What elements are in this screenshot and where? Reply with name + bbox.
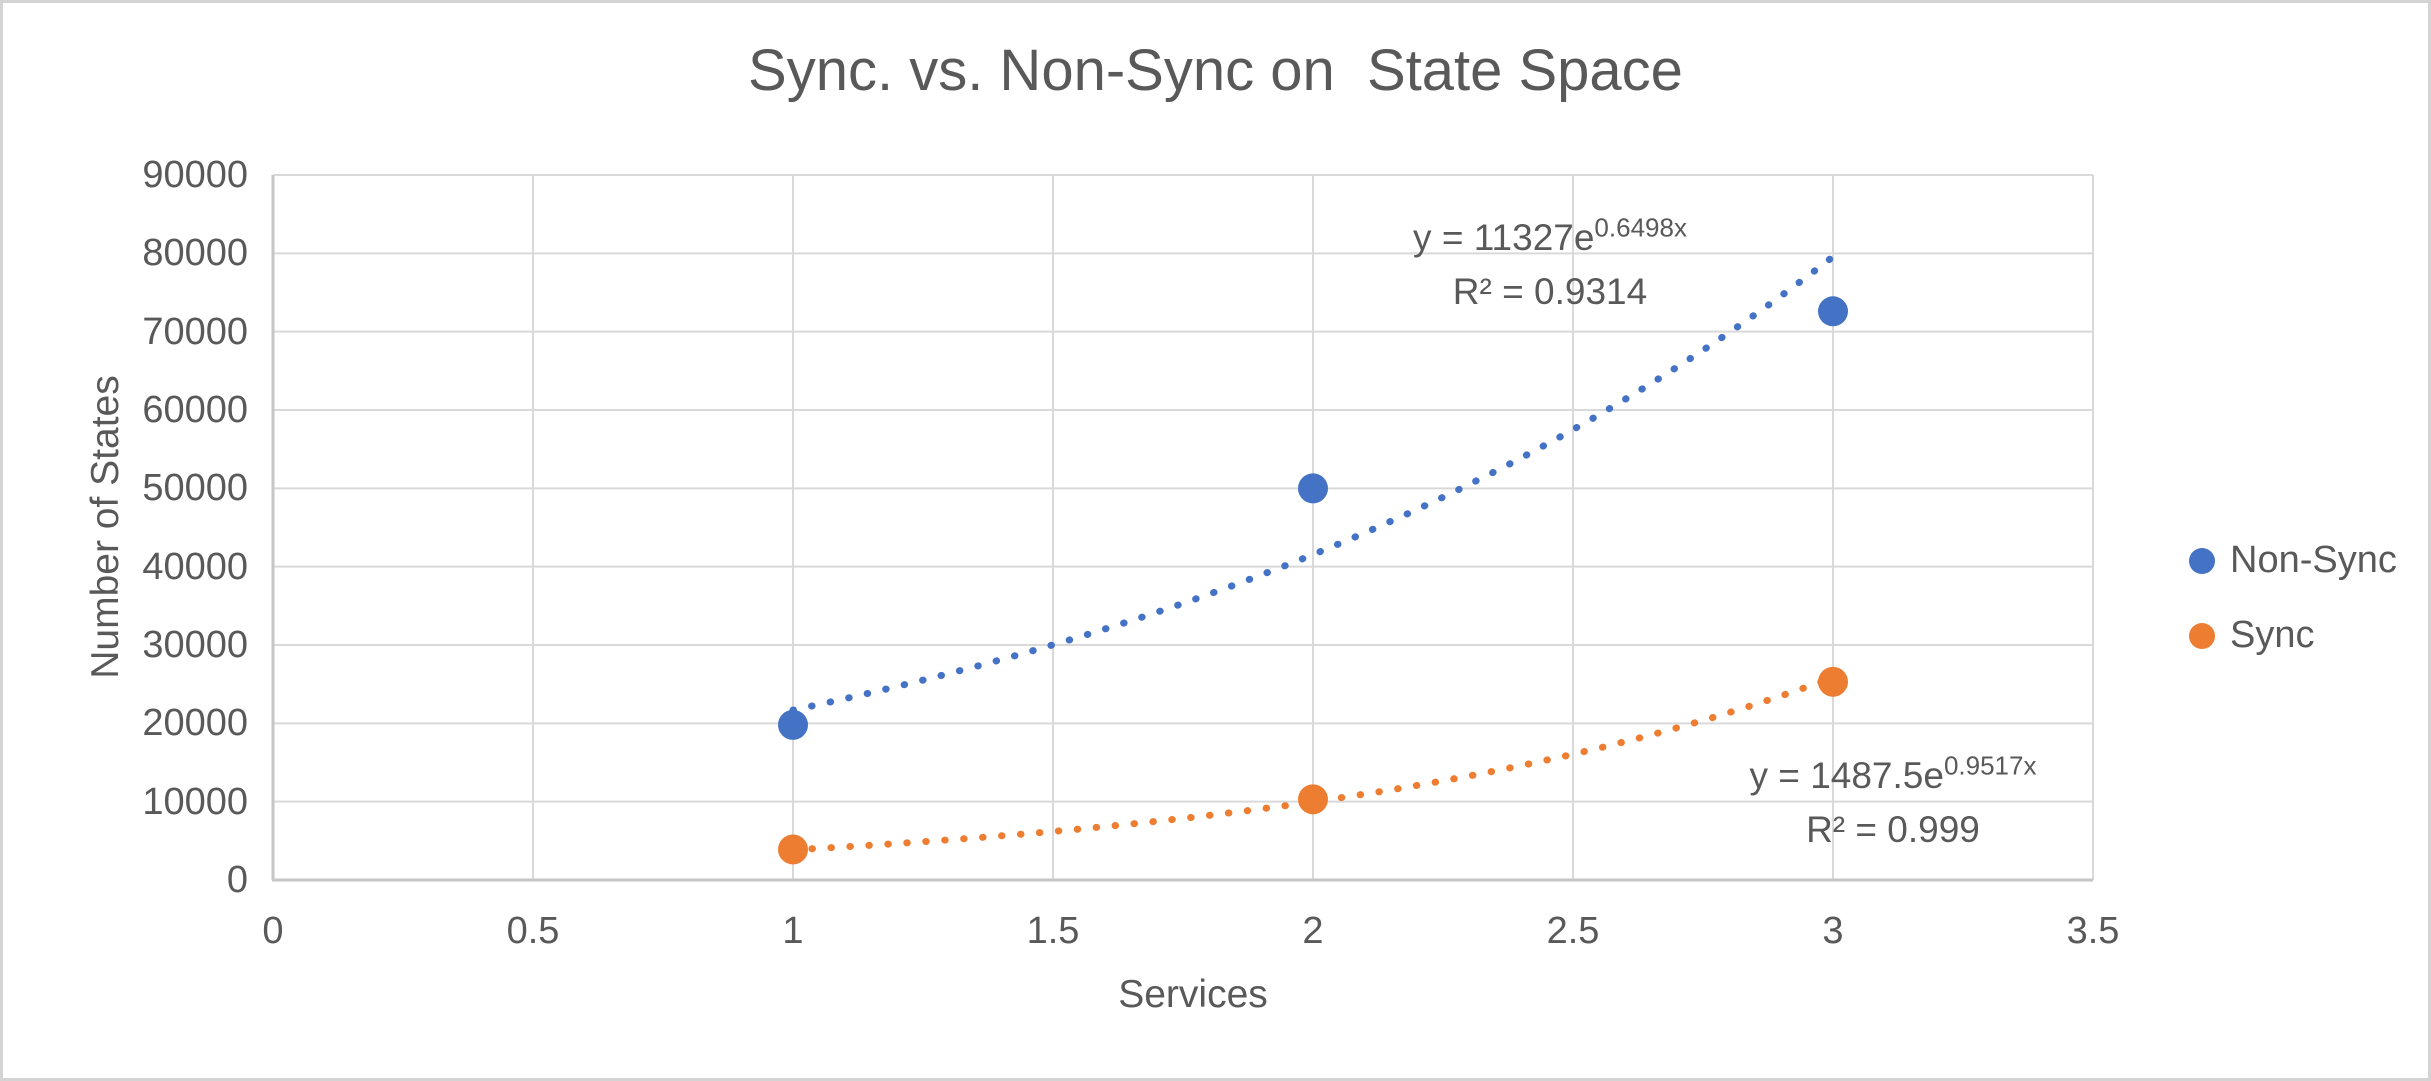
x-tick-label-3.5: 3.5: [2066, 910, 2120, 952]
x-tick-label-1.5: 1.5: [1026, 910, 1080, 952]
equation-line-sync: y = 1487.5e0.9517x: [1749, 750, 2037, 796]
trendline-equation-sync[interactable]: y = 1487.5e0.9517x R² = 0.999: [1750, 749, 2037, 857]
trendline-equation-non-sync[interactable]: y = 11327e0.6498x R² = 0.9314: [1413, 211, 1687, 319]
x-tick-label-3: 3: [1822, 910, 1844, 952]
x-tick-label-0.5: 0.5: [506, 910, 560, 952]
r-squared-sync: R² = 0.999: [1806, 809, 1980, 850]
plot-svg: [271, 174, 2094, 882]
non-sync-marker-icon: [2189, 547, 2215, 574]
legend-label-non-sync: Non-Sync: [2230, 539, 2397, 581]
y-tick-label-30000: 30000: [142, 624, 248, 666]
y-tick-label-70000: 70000: [142, 310, 248, 353]
data-point-sync-x1[interactable]: [778, 834, 808, 865]
y-tick-label-50000: 50000: [142, 467, 248, 510]
x-tick-label-2.5: 2.5: [1546, 910, 1600, 952]
legend-item-non-sync[interactable]: Non-Sync: [2189, 539, 2397, 582]
data-point-sync-x3[interactable]: [1818, 666, 1848, 697]
data-point-non-sync-x1[interactable]: [778, 709, 808, 740]
x-axis-title[interactable]: Services: [1118, 973, 1268, 1016]
y-tick-label-80000: 80000: [142, 232, 248, 275]
equation-exponent-non-sync: 0.6498x: [1594, 212, 1687, 243]
legend-item-sync[interactable]: Sync: [2189, 614, 2397, 657]
chart-title[interactable]: Sync. vs. Non-Sync on State Space: [748, 38, 1683, 103]
y-tick-label-90000: 90000: [142, 154, 248, 196]
legend: Non-Sync Sync: [2189, 539, 2397, 657]
y-tick-label-20000: 20000: [142, 702, 248, 745]
r-squared-non-sync: R² = 0.9314: [1452, 271, 1648, 312]
y-tick-label-40000: 40000: [142, 545, 248, 588]
data-point-non-sync-x2[interactable]: [1298, 473, 1328, 504]
trendline-sync[interactable]: [789, 674, 1837, 854]
x-tick-label-0: 0: [262, 910, 284, 952]
data-point-non-sync-x3[interactable]: [1818, 296, 1848, 327]
data-point-sync-x2[interactable]: [1298, 784, 1328, 815]
x-tick-label-1: 1: [782, 910, 804, 952]
equation-exponent-sync: 0.9517x: [1943, 750, 2037, 781]
legend-label-sync: Sync: [2230, 614, 2315, 656]
sync-marker-icon: [2189, 622, 2215, 649]
equation-line-non-sync: y = 11327e0.6498x: [1413, 212, 1687, 258]
y-tick-label-0: 0: [226, 859, 248, 901]
x-tick-label-2: 2: [1302, 910, 1324, 952]
y-axis-title[interactable]: Number of States: [84, 375, 127, 679]
trendline-non-sync[interactable]: [789, 253, 1837, 714]
y-tick-label-60000: 60000: [142, 389, 248, 431]
y-tick-label-10000: 10000: [142, 780, 248, 823]
